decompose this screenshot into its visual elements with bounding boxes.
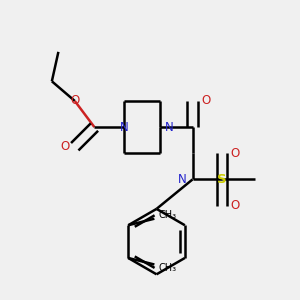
Text: N: N — [119, 121, 128, 134]
Text: CH₃: CH₃ — [158, 263, 176, 273]
Text: O: O — [201, 94, 210, 107]
Text: O: O — [230, 147, 240, 160]
Text: O: O — [60, 140, 70, 153]
Text: S: S — [217, 173, 227, 186]
Text: O: O — [70, 94, 80, 107]
Text: N: N — [178, 173, 187, 186]
Text: CH₃: CH₃ — [158, 210, 176, 220]
Text: N: N — [165, 121, 174, 134]
Text: O: O — [230, 199, 240, 212]
